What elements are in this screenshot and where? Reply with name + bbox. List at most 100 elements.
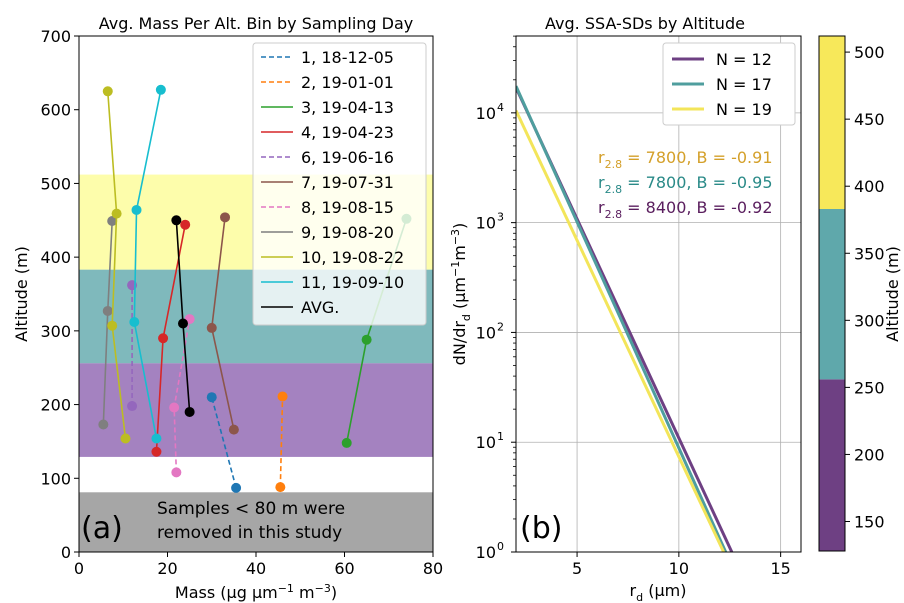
panel-a-xlabel: Mass (µg µm−1 m−3) [175,582,337,602]
data-point [171,467,182,478]
data-point [275,482,286,493]
data-point [102,86,113,97]
y-tick-exponent: 2 [497,320,504,333]
data-point [131,204,142,215]
fit-annotation: r2.8 = 8400, B = -0.92 [598,198,773,221]
panel-a: Avg. Mass Per Alt. Bin by Sampling Day 0… [12,14,443,602]
legend-label: AVG. [301,298,339,317]
altitude-band [79,492,433,552]
data-point [184,406,195,417]
legend-label: 1, 18-12-05 [301,48,394,67]
data-point [361,334,372,345]
legend-label: 4, 19-04-23 [301,123,394,142]
legend-label: 8, 19-08-15 [301,198,394,217]
data-point [206,392,217,403]
y-tick-label: 10 [476,323,496,342]
y-tick-label: 10 [476,433,496,452]
legend-label: N = 17 [716,75,772,94]
panel-b-xlabel: rd (µm) [630,581,687,603]
fit-annotation: r2.8 = 7800, B = -0.91 [598,148,773,171]
x-tick-label: 15 [770,559,790,578]
legend-label: 2, 19-01-01 [301,73,394,92]
data-point [228,424,239,435]
panel-b-legend: N = 12 N = 17 N = 19 [662,42,796,126]
data-point [277,391,288,402]
data-point [98,419,109,430]
data-point [107,216,118,227]
data-point [151,433,162,444]
legend-box [252,42,427,326]
series-line [133,89,162,439]
note-line-1: Samples < 80 m were [157,499,345,519]
x-tick-label: 20 [157,559,177,578]
legend-label: 6, 19-06-16 [301,148,394,167]
colorbar-tick-label: 300 [854,311,885,330]
y-tick-exponent: 3 [497,211,504,224]
series-line [279,396,284,488]
colorbar-segment [819,379,845,551]
x-tick-label: 10 [669,559,689,578]
panel-b-frame [515,35,802,553]
x-tick-label: 0 [74,559,84,578]
y-tick-label: 0 [61,543,71,562]
panel-b-label: (b) [520,511,562,546]
colorbar-segment [819,36,845,210]
y-tick-label: 400 [40,248,71,267]
colorbar-tick-label: 350 [854,244,885,263]
y-tick-exponent: 4 [497,101,504,114]
legend-box [662,42,796,126]
colorbar-tick-label: 200 [854,445,885,464]
y-tick-exponent: 0 [497,540,504,553]
note-line-2: removed in this study [157,523,342,543]
colorbar-segments [819,36,845,551]
y-tick-exponent: 1 [497,430,504,443]
x-tick-label: 60 [334,559,354,578]
legend-label: 7, 19-07-31 [301,173,394,192]
data-point [169,402,180,413]
colorbar-ticks: 150 200 250 300 350 400 450 500 [845,43,885,531]
data-point [120,433,131,444]
size-distribution-line [516,109,726,552]
colorbar-tick-label: 450 [854,110,885,129]
colorbar-segment [819,209,845,380]
size-distribution-line [516,85,728,552]
data-point [127,401,138,412]
panel-b-series [516,85,734,552]
data-point [111,208,122,219]
x-tick-label: 40 [246,559,266,578]
y-tick-label: 10 [476,104,496,123]
data-point [177,318,188,329]
altitude-band [79,363,433,457]
colorbar-tick-label: 150 [854,512,885,531]
y-tick-label: 10 [476,543,496,562]
data-point [155,84,166,95]
data-point [220,212,231,223]
data-point [158,333,169,344]
fit-annotation: r2.8 = 7800, B = -0.95 [598,173,773,196]
y-tick-label: 100 [40,469,71,488]
x-tick-label: 80 [423,559,443,578]
colorbar-tick-label: 400 [854,177,885,196]
panel-a-ticks: 0 20 40 60 80 0 100 200 300 400 500 600 700 [40,27,443,578]
legend-label: N = 12 [716,50,772,69]
y-tick-label: 10 [476,214,496,233]
series-line [106,91,127,439]
data-point [151,446,162,457]
panel-b-ylabel: dN/drd (µm−1m−3) [449,223,473,366]
panel-a-legend: 1, 18-12-05 2, 19-01-01 3, 19-04-13 4, 19-0… [252,42,427,326]
y-tick-label: 200 [40,396,71,415]
colorbar-frame [818,35,846,552]
legend-label: N = 19 [716,100,772,119]
data-point [171,215,182,226]
legend-label: 10, 19-08-22 [301,248,404,267]
colorbar-tick-label: 250 [854,378,885,397]
data-point [102,305,113,316]
panel-a-title: Avg. Mass Per Alt. Bin by Sampling Day [99,14,414,33]
y-tick-label: 700 [40,27,71,46]
colorbar-label: Altitude (m) [883,246,902,342]
legend-label: 11, 19-09-10 [301,273,404,292]
